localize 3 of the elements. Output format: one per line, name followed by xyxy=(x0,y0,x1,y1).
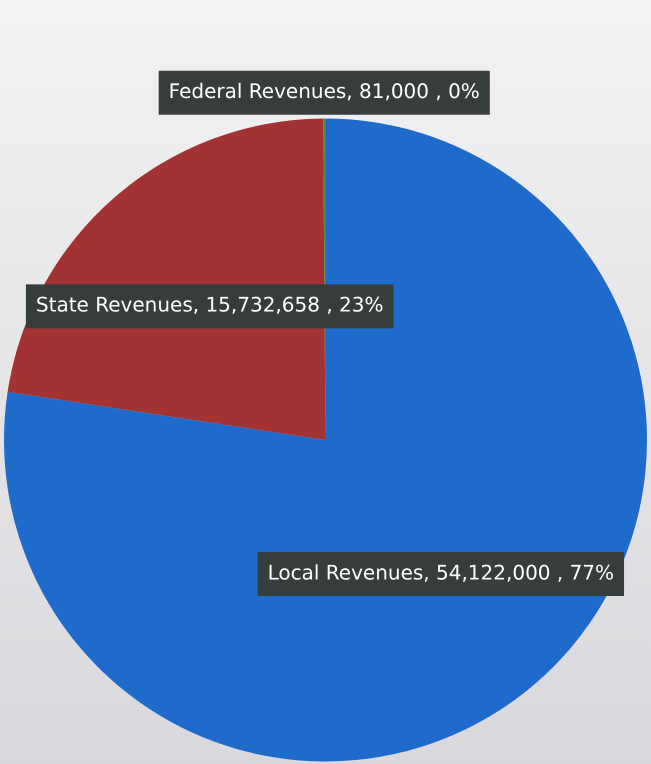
slice-label: Local Revenues, 54,122,000 , 77% xyxy=(268,560,614,584)
slice-label: State Revenues, 15,732,658 , 23% xyxy=(36,292,384,317)
slice-label: Federal Revenues, 81,000 , 0% xyxy=(168,78,480,103)
